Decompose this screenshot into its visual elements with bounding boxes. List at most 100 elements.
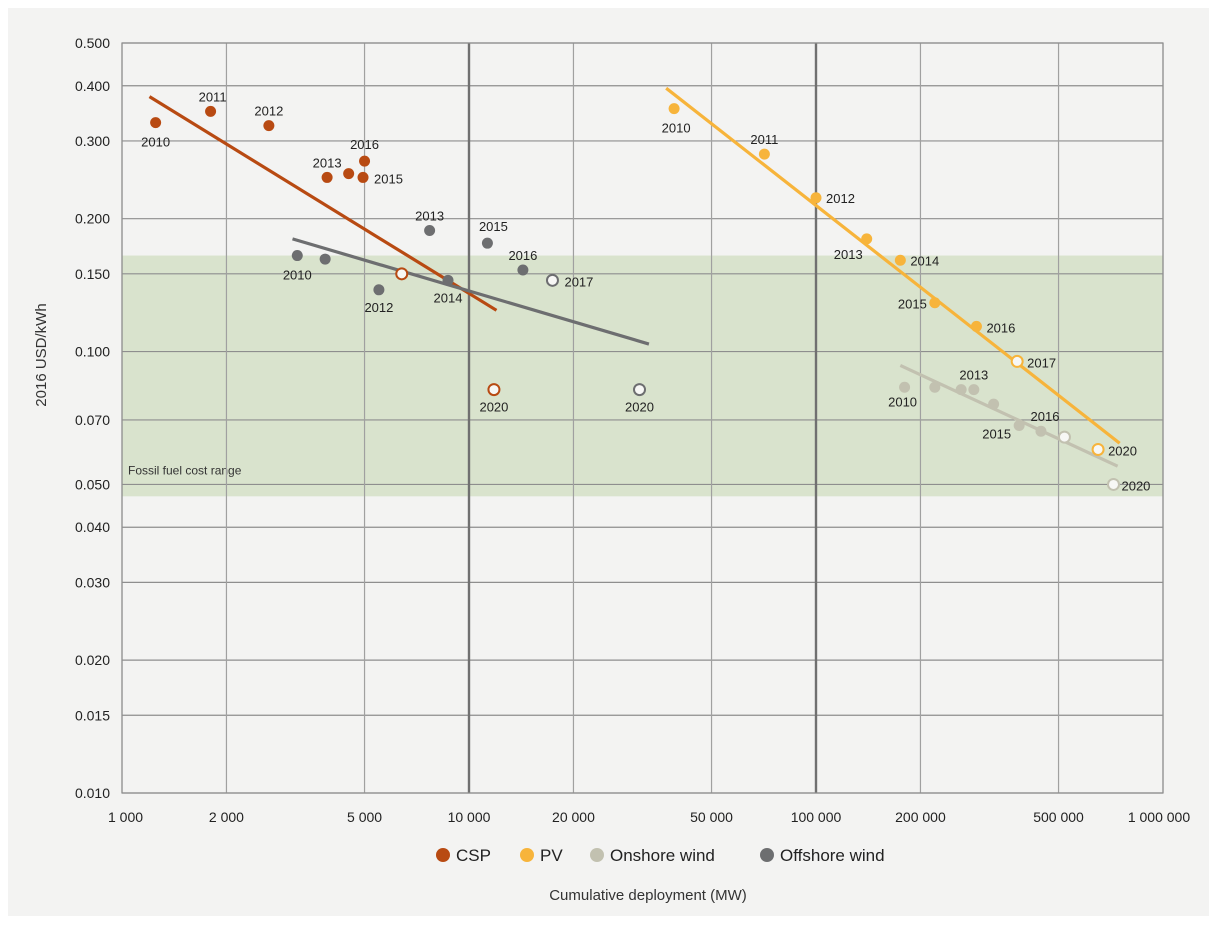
onshore-wind-point	[1013, 419, 1025, 431]
x-axis-label: Cumulative deployment (MW)	[549, 887, 747, 904]
offshore-wind-point-label: 2013	[415, 209, 444, 224]
csp-point	[357, 171, 369, 183]
csp-legend-marker	[436, 848, 450, 862]
y-tick-label: 0.400	[75, 78, 110, 94]
pv-point-label: 2013	[834, 247, 863, 262]
csp-point	[487, 383, 501, 397]
onshore-wind-point-label: 2020	[1121, 478, 1150, 493]
offshore-wind-point-label: 2016	[508, 248, 537, 263]
pv-point-label: 2011	[750, 132, 778, 147]
offshore-wind-legend-marker	[760, 848, 774, 862]
onshore-wind-point	[1035, 425, 1047, 437]
csp-point-label: 2020	[479, 400, 508, 415]
onshore-wind-point	[899, 381, 911, 393]
csp-point-label: 2015	[374, 171, 403, 186]
y-tick-label: 0.050	[75, 476, 110, 492]
x-tick-label: 50 000	[690, 809, 733, 825]
csp-point	[395, 267, 409, 281]
y-tick-label: 0.100	[75, 344, 110, 360]
onshore-wind-point-label: 2015	[982, 426, 1011, 441]
pv-point	[758, 148, 770, 160]
pv-trend-line	[665, 86, 1121, 445]
pv-point-label: 2012	[826, 191, 855, 206]
fossil-fuel-band	[122, 255, 1163, 497]
csp-legend-label: CSP	[456, 846, 491, 865]
offshore-wind-point-label: 2014	[434, 290, 463, 305]
pv-point	[894, 254, 906, 266]
y-axis-label: 2016 USD/kWh	[33, 303, 50, 406]
offshore-wind-legend-label: Offshore wind	[780, 846, 885, 865]
pv-point-label: 2017	[1027, 355, 1056, 370]
offshore-wind-point	[442, 274, 454, 286]
pv-point-label: 2015	[898, 297, 927, 312]
onshore-wind-point	[968, 384, 980, 396]
pv-point-label: 2014	[910, 253, 939, 268]
pv-point	[861, 233, 873, 245]
x-tick-label: 5 000	[347, 809, 382, 825]
onshore-wind-point	[1106, 477, 1120, 491]
pv-legend-marker	[520, 848, 534, 862]
offshore-wind-point	[291, 250, 303, 262]
pv-point	[929, 297, 941, 309]
offshore-wind-point-label: 2017	[564, 274, 593, 289]
csp-point-label: 2016	[350, 137, 379, 152]
csp-trend-line	[148, 95, 498, 312]
csp-point	[321, 171, 333, 183]
csp-point-label: 2011	[199, 89, 227, 104]
y-tick-label: 0.500	[75, 35, 110, 51]
offshore-wind-point-label: 2015	[479, 219, 508, 234]
offshore-wind-point-label: 2012	[364, 300, 393, 315]
y-tick-label: 0.040	[75, 519, 110, 535]
pv-point	[970, 320, 982, 332]
onshore-wind-point	[929, 381, 941, 393]
offshore-wind-point	[424, 225, 436, 237]
offshore-wind-point	[517, 264, 529, 276]
fossil-fuel-band-label: Fossil fuel cost range	[128, 463, 242, 477]
onshore-wind-point-label: 2013	[959, 368, 988, 383]
x-tick-label: 20 000	[552, 809, 595, 825]
csp-point	[359, 155, 371, 167]
y-tick-label: 0.010	[75, 785, 110, 801]
y-tick-label: 0.300	[75, 133, 110, 149]
onshore-wind-point-label: 2010	[888, 394, 917, 409]
y-tick-label: 0.015	[75, 707, 110, 723]
onshore-wind-point	[1057, 430, 1071, 444]
onshore-wind-point-label: 2016	[1031, 409, 1060, 424]
x-tick-label: 10 000	[448, 809, 491, 825]
x-tick-label: 1 000 000	[1128, 809, 1190, 825]
offshore-wind-point	[545, 273, 559, 287]
onshore-wind-point	[988, 398, 1000, 410]
offshore-wind-trend-line	[292, 237, 650, 346]
y-tick-label: 0.150	[75, 266, 110, 282]
offshore-wind-point-label: 2020	[625, 400, 654, 415]
offshore-wind-point	[481, 237, 493, 249]
csp-point	[150, 117, 162, 129]
x-tick-label: 200 000	[895, 809, 946, 825]
pv-point	[668, 103, 680, 115]
y-tick-label: 0.070	[75, 412, 110, 428]
csp-point	[205, 105, 217, 117]
pv-point	[1010, 354, 1024, 368]
x-tick-label: 2 000	[209, 809, 244, 825]
x-tick-label: 500 000	[1033, 809, 1084, 825]
csp-point-label: 2012	[254, 104, 283, 119]
pv-point	[810, 192, 822, 204]
pv-legend-label: PV	[540, 846, 563, 865]
pv-point-label: 2010	[662, 121, 691, 136]
pv-point	[1091, 442, 1105, 456]
csp-point-label: 2013	[313, 155, 342, 170]
y-tick-label: 0.200	[75, 211, 110, 227]
onshore-wind-legend-label: Onshore wind	[610, 846, 715, 865]
onshore-wind-point	[955, 384, 967, 396]
onshore-wind-legend-marker	[590, 848, 604, 862]
offshore-wind-point	[373, 284, 385, 296]
pv-point-label: 2020	[1108, 443, 1137, 458]
csp-point-label: 2010	[141, 135, 170, 150]
y-tick-label: 0.020	[75, 652, 110, 668]
x-tick-label: 100 000	[791, 809, 842, 825]
csp-point	[343, 168, 355, 180]
pv-point-label: 2016	[986, 320, 1015, 335]
x-tick-label: 1 000	[108, 809, 143, 825]
